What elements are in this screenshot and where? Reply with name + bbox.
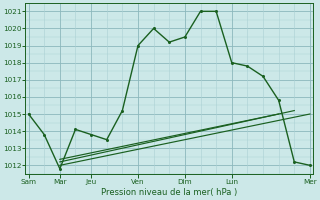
- X-axis label: Pression niveau de la mer( hPa ): Pression niveau de la mer( hPa ): [101, 188, 237, 197]
